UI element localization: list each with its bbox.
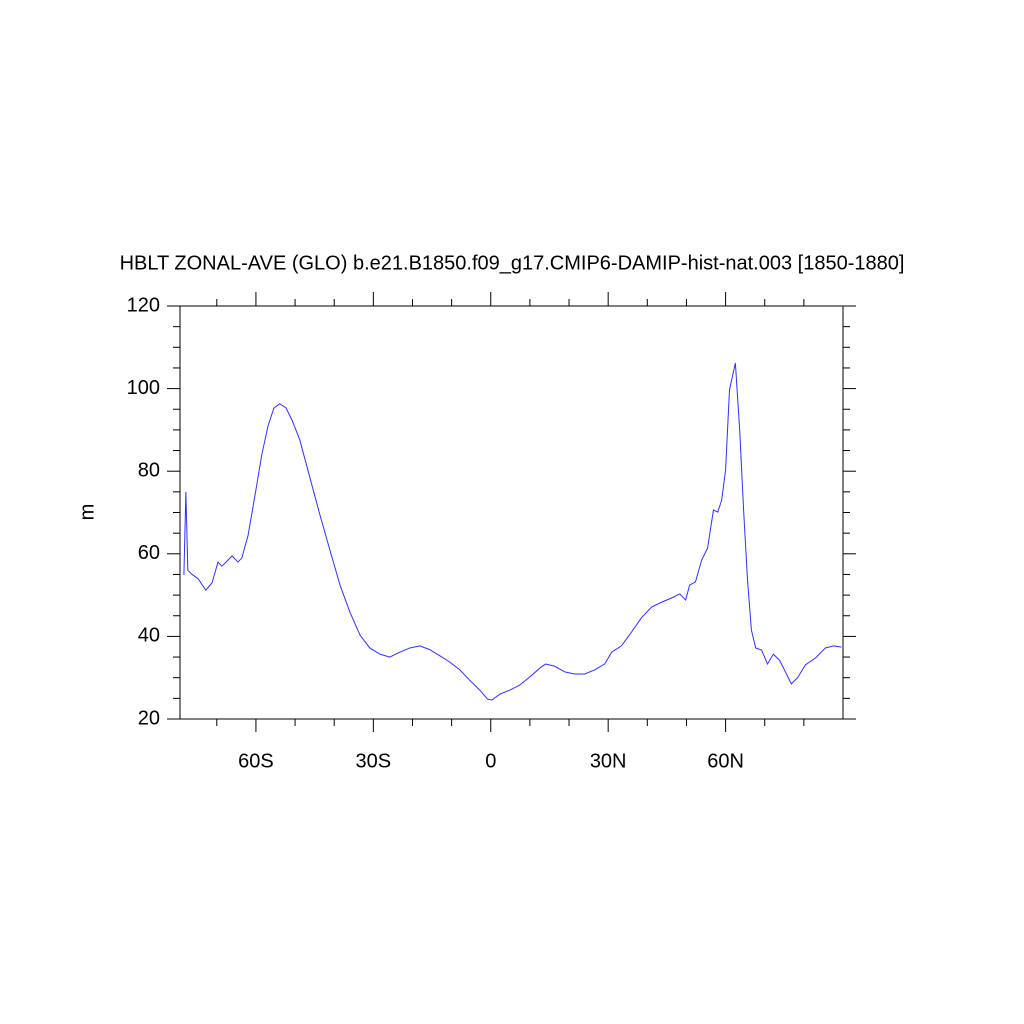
y-tick-label: 80: [138, 459, 160, 481]
x-tick-label: 60S: [238, 750, 274, 772]
y-tick-label: 120: [127, 294, 160, 316]
y-tick-label: 60: [138, 542, 160, 564]
data-line: [183, 362, 842, 701]
x-tick-label: 60N: [707, 750, 744, 772]
y-axis-label: m: [76, 504, 98, 521]
x-tick-label: 30N: [590, 750, 627, 772]
x-tick-label: 0: [485, 750, 496, 772]
y-tick-label: 20: [138, 707, 160, 729]
x-tick-label: 30S: [356, 750, 392, 772]
chart-title: HBLT ZONAL-AVE (GLO) b.e21.B1850.f09_g17…: [120, 252, 905, 274]
y-tick-label: 40: [138, 625, 160, 647]
y-tick-label: 100: [127, 377, 160, 399]
